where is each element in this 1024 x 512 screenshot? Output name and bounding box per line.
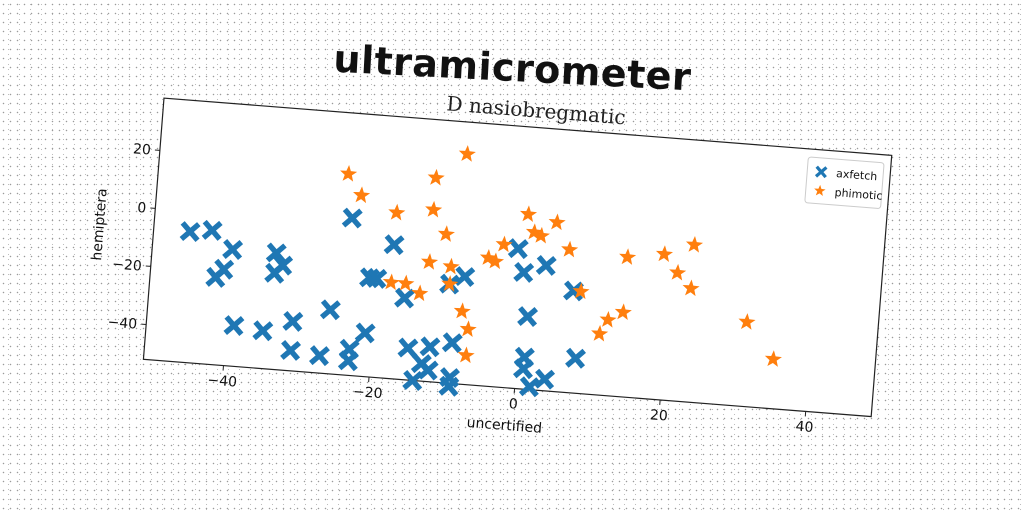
- x-tick-label: −20: [352, 384, 383, 402]
- phimotic-point: [682, 279, 700, 297]
- axfetch-point: [201, 219, 223, 241]
- y-tick-label: 20: [132, 141, 151, 158]
- axfetch-point: [513, 261, 535, 283]
- phimotic-point: [548, 213, 566, 231]
- axfetch-point: [402, 370, 424, 391]
- axfetch-point: [441, 332, 463, 354]
- phimotic-point: [561, 240, 579, 258]
- axfetch-point: [319, 299, 341, 321]
- legend: axfetch phimotic: [804, 156, 885, 209]
- phimotic-point: [441, 275, 459, 292]
- phimotic-point: [669, 263, 687, 281]
- phimotic-point: [486, 252, 505, 270]
- axfetch-point: [517, 306, 539, 327]
- axfetch-point: [337, 350, 359, 372]
- phimotic-point: [437, 225, 455, 242]
- phimotic-point: [532, 226, 550, 244]
- legend-marker-phimotic: [814, 184, 826, 196]
- phimotic-point: [442, 257, 460, 275]
- phimotic-point: [388, 203, 406, 221]
- plot-area: [142, 97, 893, 418]
- axfetch-point: [419, 336, 441, 358]
- phimotic-point: [459, 320, 477, 338]
- axfetch-point: [280, 339, 302, 361]
- axfetch-point: [513, 358, 534, 380]
- axfetch-point: [223, 315, 245, 336]
- phimotic-point: [353, 186, 371, 204]
- axfetch-point: [179, 221, 201, 243]
- phimotic-point: [382, 273, 400, 291]
- phimotic-point: [685, 235, 704, 253]
- phimotic-point: [519, 205, 538, 223]
- axfetch-point: [265, 242, 287, 264]
- axfetch-point: [282, 310, 304, 332]
- axfetch-point: [383, 234, 405, 256]
- legend-marker-axfetch: [814, 165, 828, 179]
- axfetch-point: [454, 266, 476, 288]
- phimotic-point: [655, 245, 674, 262]
- y-tick-label: 0: [137, 200, 147, 217]
- phimotic-point: [525, 223, 543, 241]
- phimotic-point: [738, 313, 756, 330]
- axfetch-point: [264, 262, 286, 284]
- phimotic-point: [619, 248, 637, 265]
- y-axis-label: hemiptera: [89, 188, 111, 261]
- phimotic-point: [479, 248, 497, 266]
- axfetch-point: [309, 345, 330, 367]
- axis-ticks: −40 −20 0 20 40 20 0 −20 −40: [107, 141, 814, 436]
- phimotic-point: [614, 303, 632, 321]
- phimotic-point: [397, 274, 415, 292]
- axfetch-point: [252, 320, 274, 342]
- y-tick-label: −40: [107, 314, 138, 332]
- legend-label-phimotic: phimotic: [834, 186, 883, 203]
- x-tick-label: 40: [795, 419, 814, 436]
- phimotic-point: [457, 346, 475, 364]
- axfetch-point: [366, 267, 388, 289]
- x-tick-label: 0: [508, 396, 518, 413]
- phimotic-point: [411, 284, 429, 302]
- phimotic-point: [425, 200, 443, 218]
- phimotic-point: [453, 302, 471, 320]
- axfetch-point: [438, 375, 460, 397]
- legend-label-axfetch: axfetch: [836, 167, 878, 183]
- axfetch-point: [518, 376, 540, 398]
- y-tick-label: −20: [112, 256, 143, 274]
- phimotic-point: [764, 350, 782, 367]
- x-tick-label: −40: [207, 372, 238, 390]
- axfetch-point: [354, 322, 376, 344]
- phimotic-point: [591, 324, 609, 342]
- x-axis-label: uncertified: [466, 415, 543, 437]
- phimotic-point: [458, 145, 476, 162]
- phimotic-point: [340, 164, 358, 182]
- axfetch-point: [394, 287, 415, 309]
- axfetch-point: [565, 347, 586, 369]
- x-tick-label: 20: [649, 407, 668, 424]
- phimotic-point: [572, 282, 590, 300]
- phimotic-point: [495, 235, 513, 253]
- axfetch-point: [205, 266, 227, 288]
- axfetch-point: [397, 337, 419, 359]
- axfetch-point: [535, 254, 557, 276]
- phimotic-point: [427, 168, 445, 186]
- axfetch-point: [222, 239, 244, 260]
- axfetch-point: [507, 238, 529, 260]
- axfetch-point: [534, 368, 556, 390]
- axfetch-point: [341, 207, 363, 229]
- data-points: [179, 145, 782, 398]
- phimotic-point: [421, 253, 439, 270]
- phimotic-point: [599, 310, 617, 328]
